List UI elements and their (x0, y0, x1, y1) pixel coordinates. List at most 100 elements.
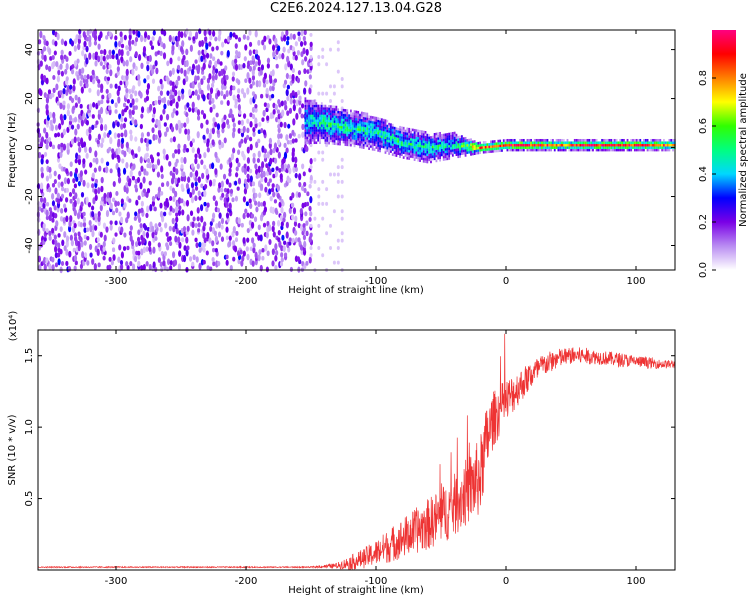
heatmap-cell (181, 40, 185, 48)
heatmap-cell (324, 126, 327, 130)
heatmap-cell (242, 113, 247, 119)
heatmap-cell (212, 178, 216, 184)
heatmap-cell (391, 128, 394, 132)
heatmap-cell (71, 64, 75, 69)
heatmap-cell (431, 145, 434, 149)
heatmap-cell (60, 54, 64, 61)
heatmap-cell (508, 141, 511, 145)
heatmap-cell (477, 146, 480, 150)
heatmap-cell (117, 133, 121, 138)
heatmap-cell (308, 99, 310, 103)
heatmap-cell (375, 136, 378, 140)
heatmap-cell (135, 98, 139, 103)
heatmap-cell (266, 250, 270, 257)
heatmap-cell (453, 136, 456, 140)
heatmap-cell (60, 208, 64, 214)
heatmap-cell (128, 44, 132, 52)
heatmap-cell (317, 91, 321, 96)
heatmap-cell (408, 154, 411, 158)
heatmap-cell (441, 136, 443, 140)
heatmap-cell (202, 62, 206, 70)
heatmap-cell (490, 145, 492, 148)
heatmap-cell (136, 176, 141, 183)
heatmap-cell (455, 148, 458, 152)
heatmap-cell (333, 132, 336, 136)
heatmap-cell (119, 260, 124, 265)
heatmap-cell (151, 225, 155, 233)
heatmap-cell (346, 123, 349, 127)
heatmap-cell (420, 137, 423, 141)
heatmap-cell (177, 143, 181, 150)
heatmap-cell (276, 220, 281, 227)
heatmap-cell (140, 106, 145, 114)
heatmap-cell (169, 57, 173, 65)
heatmap-cell (411, 150, 414, 154)
heatmap-cell (550, 141, 552, 145)
heatmap-cell (283, 142, 287, 149)
heatmap-cell (424, 145, 427, 149)
heatmap-cell (137, 74, 141, 81)
heatmap-cell (246, 228, 250, 234)
heatmap-cell (311, 121, 314, 125)
heatmap-cell (309, 165, 313, 170)
heatmap-cell (420, 152, 423, 155)
heatmap-cell (120, 132, 124, 138)
heatmap-cell (342, 138, 345, 141)
heatmap-cell (160, 165, 164, 173)
heatmap-cell (393, 129, 396, 132)
heatmap-cell (159, 114, 163, 121)
heatmap-cell (424, 157, 427, 161)
heatmap-cell (309, 32, 313, 37)
heatmap-cell (612, 138, 614, 142)
heatmap-cell (355, 110, 358, 114)
heatmap-cell (510, 141, 512, 145)
heatmap-cell (277, 45, 281, 52)
heatmap-cell (579, 138, 582, 142)
heatmap-cell (317, 201, 321, 206)
heatmap-cell (433, 133, 436, 136)
heatmap-cell (355, 125, 358, 128)
heatmap-cell (208, 73, 212, 80)
heatmap-cell (513, 143, 516, 147)
heatmap-cell (309, 126, 312, 130)
heatmap-cell (493, 149, 496, 153)
heatmap-cell (226, 100, 230, 107)
heatmap-cell (442, 158, 445, 161)
heatmap-cell (610, 143, 613, 147)
heatmap-cell (450, 142, 452, 145)
heatmap-cell (395, 146, 398, 150)
heatmap-cell (555, 143, 558, 147)
heatmap-cell (311, 134, 314, 137)
heatmap-cell (384, 121, 387, 125)
heatmap-cell (461, 149, 463, 153)
heatmap-cell (37, 132, 42, 138)
heatmap-cell (308, 131, 310, 135)
heatmap-cell (62, 166, 66, 172)
heatmap-cell (335, 120, 338, 124)
heatmap-cell (288, 107, 293, 114)
heatmap-cell (380, 145, 383, 148)
heatmap-cell (237, 104, 241, 111)
heatmap-cell (305, 230, 309, 237)
heatmap-cell (364, 141, 367, 145)
heatmap-cell (475, 142, 478, 145)
heatmap-cell (340, 194, 344, 199)
heatmap-cell (575, 146, 578, 149)
heatmap-cell (639, 138, 642, 142)
heatmap-cell (350, 121, 352, 125)
heatmap-cell (45, 159, 49, 165)
heatmap-cell (470, 145, 472, 149)
heatmap-cell (120, 43, 125, 49)
heatmap-cell (65, 197, 69, 203)
heatmap-cell (277, 99, 281, 105)
heatmap-cell (342, 113, 345, 117)
heatmap-cell (663, 148, 665, 152)
heatmap-cell (386, 124, 389, 128)
heatmap-cell (97, 79, 101, 84)
heatmap-cell (628, 148, 631, 152)
heatmap-cell (346, 116, 349, 120)
heatmap-cell (608, 138, 611, 142)
snr-y-multiplier: (x10⁴) (8, 311, 19, 342)
heatmap-cell (342, 128, 345, 132)
heatmap-cell (477, 151, 480, 155)
